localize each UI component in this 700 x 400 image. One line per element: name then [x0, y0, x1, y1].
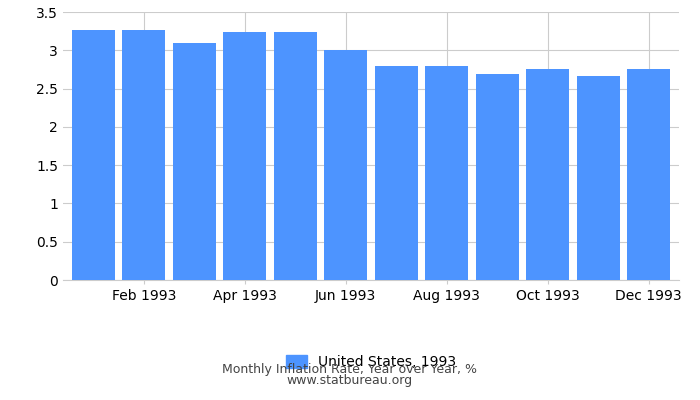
Bar — [122, 30, 165, 280]
Bar — [526, 69, 569, 280]
Bar — [476, 74, 519, 280]
Bar — [274, 32, 316, 280]
Bar — [324, 50, 368, 280]
Legend: United States, 1993: United States, 1993 — [281, 350, 461, 375]
Text: Monthly Inflation Rate, Year over Year, %: Monthly Inflation Rate, Year over Year, … — [223, 364, 477, 376]
Text: www.statbureau.org: www.statbureau.org — [287, 374, 413, 387]
Bar — [72, 30, 115, 280]
Bar — [223, 32, 266, 280]
Bar — [173, 43, 216, 280]
Bar — [577, 76, 620, 280]
Bar — [627, 70, 670, 280]
Bar — [426, 66, 468, 280]
Bar — [374, 66, 418, 280]
